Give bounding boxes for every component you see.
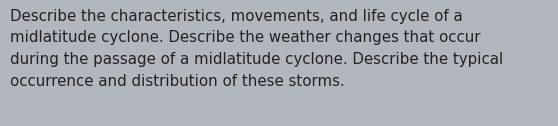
Text: Describe the characteristics, movements, and life cycle of a
midlatitude cyclone: Describe the characteristics, movements,… [10,9,503,89]
